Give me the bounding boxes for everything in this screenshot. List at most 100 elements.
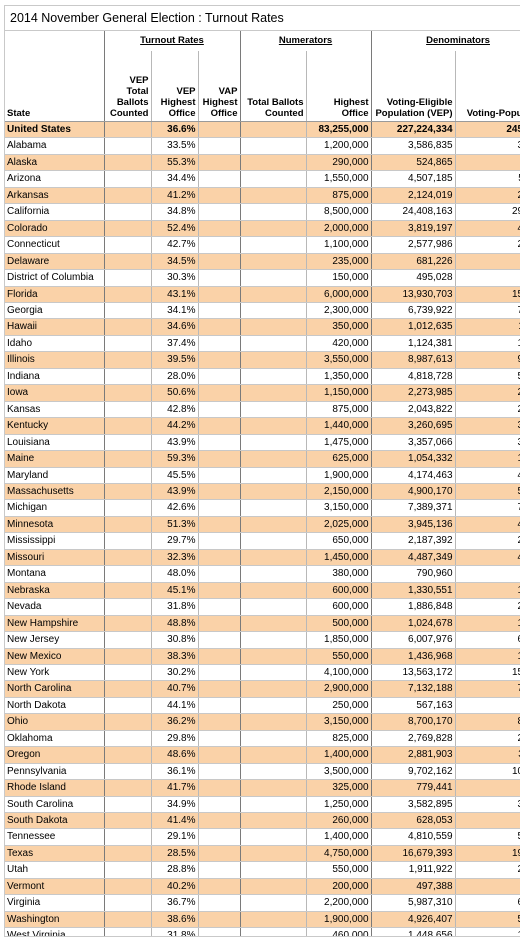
cell-vap-population[interactable]: 2,054 [455, 861, 520, 879]
cell-vep-highest[interactable]: 51.3% [151, 516, 199, 534]
cell-vep-highest[interactable]: 41.7% [151, 779, 199, 797]
cell-vep-highest[interactable]: 30.8% [151, 631, 199, 649]
cell-state[interactable]: Virginia [5, 894, 105, 912]
cell-state[interactable]: Maine [5, 450, 105, 468]
cell-vep-highest[interactable]: 37.4% [151, 335, 199, 353]
cell-vep-highest[interactable]: 43.1% [151, 286, 199, 303]
cell-vap-population[interactable]: 1,472 [455, 927, 520, 936]
cell-vap-highest[interactable] [198, 582, 241, 600]
cell-state[interactable]: Alaska [5, 154, 105, 172]
cell-vep-total[interactable] [104, 335, 152, 353]
cell-vep-population[interactable]: 4,818,728 [371, 368, 456, 386]
cell-state[interactable]: Nevada [5, 598, 105, 616]
column-header-vep-highest[interactable]: VEP Highest Office [151, 51, 199, 122]
cell-highest-office[interactable]: 235,000 [306, 253, 372, 271]
cell-vep-highest[interactable]: 48.6% [151, 746, 199, 764]
cell-vap-population[interactable]: 5,369 [455, 483, 520, 501]
cell-highest-office[interactable]: 1,400,000 [306, 828, 372, 846]
cell-vap-population[interactable]: 5,033 [455, 368, 520, 386]
cell-vap-population[interactable]: 6,936 [455, 631, 520, 649]
cell-vep-population[interactable]: 681,226 [371, 253, 456, 271]
cell-vep-total[interactable] [104, 434, 152, 452]
cell-vep-total[interactable] [104, 845, 152, 863]
cell-state[interactable]: Colorado [5, 220, 105, 238]
cell-total-ballots[interactable] [240, 894, 307, 912]
cell-vap-population[interactable]: 2,173 [455, 598, 520, 616]
cell-vep-highest[interactable]: 28.0% [151, 368, 199, 386]
cell-state[interactable]: Florida [5, 286, 105, 303]
cell-highest-office[interactable]: 550,000 [306, 861, 372, 879]
cell-vap-population[interactable]: 10,100 [455, 763, 520, 781]
cell-vep-population[interactable]: 1,911,922 [371, 861, 456, 879]
cell-vep-population[interactable]: 3,819,197 [371, 220, 456, 238]
cell-state[interactable]: Idaho [5, 335, 105, 353]
cell-highest-office[interactable]: 325,000 [306, 779, 372, 797]
cell-vep-highest[interactable]: 29.1% [151, 828, 199, 846]
cell-highest-office[interactable]: 875,000 [306, 187, 372, 205]
cell-vep-population[interactable]: 1,012,635 [371, 318, 456, 336]
cell-state[interactable]: Texas [5, 845, 105, 863]
cell-state[interactable]: Iowa [5, 384, 105, 402]
cell-vap-highest[interactable] [198, 335, 241, 353]
cell-total-ballots[interactable] [240, 796, 307, 814]
cell-vep-highest[interactable]: 32.3% [151, 549, 199, 567]
cell-vep-population[interactable]: 9,702,162 [371, 763, 456, 781]
cell-state[interactable]: United States [5, 121, 105, 139]
cell-vep-total[interactable] [104, 598, 152, 616]
cell-vap-highest[interactable] [198, 137, 241, 155]
cell-highest-office[interactable]: 150,000 [306, 269, 372, 287]
cell-state[interactable]: Georgia [5, 302, 105, 320]
cell-vep-population[interactable]: 7,389,371 [371, 499, 456, 517]
cell-vap-highest[interactable] [198, 187, 241, 205]
cell-vep-population[interactable]: 2,273,985 [371, 384, 456, 402]
cell-vep-population[interactable]: 628,053 [371, 812, 456, 830]
cell-vep-population[interactable]: 1,024,678 [371, 615, 456, 633]
cell-state[interactable]: New Mexico [5, 648, 105, 665]
cell-vep-total[interactable] [104, 746, 152, 764]
cell-vap-highest[interactable] [198, 384, 241, 402]
cell-total-ballots[interactable] [240, 318, 307, 336]
cell-highest-office[interactable]: 2,200,000 [306, 894, 372, 912]
cell-total-ballots[interactable] [240, 187, 307, 205]
cell-vep-total[interactable] [104, 878, 152, 896]
cell-vep-population[interactable]: 6,739,922 [371, 302, 456, 320]
cell-vep-population[interactable]: 524,865 [371, 154, 456, 172]
cell-total-ballots[interactable] [240, 434, 307, 452]
cell-vap-highest[interactable] [198, 516, 241, 534]
cell-vep-highest[interactable]: 31.8% [151, 927, 199, 936]
cell-total-ballots[interactable] [240, 302, 307, 320]
cell-highest-office[interactable]: 2,150,000 [306, 483, 372, 501]
cell-total-ballots[interactable] [240, 450, 307, 468]
cell-state[interactable]: Mississippi [5, 532, 105, 550]
cell-vep-population[interactable]: 3,357,066 [371, 434, 456, 452]
cell-state[interactable]: Missouri [5, 549, 105, 567]
cell-vep-total[interactable] [104, 286, 152, 303]
cell-highest-office[interactable]: 1,200,000 [306, 137, 372, 155]
cell-highest-office[interactable]: 250,000 [306, 697, 372, 715]
cell-vep-population[interactable]: 13,563,172 [371, 664, 456, 682]
cell-state[interactable]: Alabama [5, 137, 105, 155]
cell-highest-office[interactable]: 2,900,000 [306, 680, 372, 698]
cell-highest-office[interactable]: 1,100,000 [306, 236, 372, 254]
cell-vap-population[interactable]: 553 [455, 154, 520, 172]
cell-total-ballots[interactable] [240, 680, 307, 698]
cell-vep-highest[interactable]: 34.4% [151, 170, 199, 188]
cell-total-ballots[interactable] [240, 598, 307, 616]
cell-vep-population[interactable]: 4,900,170 [371, 483, 456, 501]
cell-state[interactable]: South Carolina [5, 796, 105, 814]
cell-total-ballots[interactable] [240, 532, 307, 550]
cell-vep-highest[interactable]: 38.6% [151, 911, 199, 929]
cell-total-ballots[interactable] [240, 828, 307, 846]
cell-vep-total[interactable] [104, 582, 152, 600]
cell-state[interactable]: North Carolina [5, 680, 105, 698]
cell-highest-office[interactable]: 4,750,000 [306, 845, 372, 863]
cell-vap-highest[interactable] [198, 845, 241, 863]
column-header-vep-total[interactable]: VEP Total Ballots Counted [104, 51, 152, 122]
cell-total-ballots[interactable] [240, 121, 307, 139]
cell-total-ballots[interactable] [240, 351, 307, 369]
cell-vep-highest[interactable]: 36.2% [151, 713, 199, 731]
cell-vep-highest[interactable]: 45.5% [151, 467, 199, 484]
cell-vap-population[interactable]: 3,751 [455, 137, 520, 155]
cell-highest-office[interactable]: 350,000 [306, 318, 372, 336]
cell-vep-population[interactable]: 24,408,163 [371, 203, 456, 221]
